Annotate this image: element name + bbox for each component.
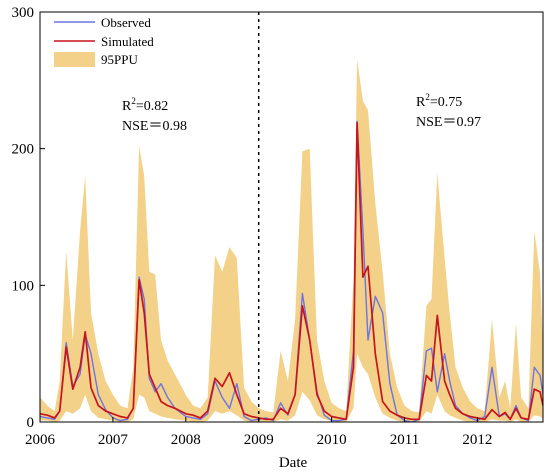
y-axis: 0 100 200 300 xyxy=(12,5,45,431)
y-tick-label: 100 xyxy=(12,278,35,294)
r2-annotation-2: R2=0.75 xyxy=(416,92,462,110)
series-simulated-line xyxy=(40,121,543,421)
x-axis-title: Date xyxy=(279,455,308,471)
legend-observed-label: Observed xyxy=(101,15,151,30)
x-tick-label: 2011 xyxy=(390,432,419,448)
y-tick-label: 0 xyxy=(27,415,35,431)
x-tick-label: 2008 xyxy=(171,432,201,448)
y-tick-label: 200 xyxy=(12,142,35,158)
x-tick-label: 2010 xyxy=(317,432,347,448)
legend-simulated-label: Simulated xyxy=(101,34,154,49)
annotation-period-1: R2=0.82 NSE＝0.98 xyxy=(122,96,187,134)
line-layer xyxy=(40,120,543,422)
x-tick-label: 2012 xyxy=(462,432,492,448)
legend-95ppu-label: 95PPU xyxy=(101,52,138,67)
nse-annotation-2: NSE＝0.97 xyxy=(416,115,481,130)
x-tick-label: 2007 xyxy=(98,432,129,448)
legend-95ppu-swatch xyxy=(54,52,95,67)
x-tick-label: 2009 xyxy=(244,432,274,448)
legend: Observed Simulated 95PPU xyxy=(54,15,154,67)
x-axis: 2006 2007 2008 2009 2010 2011 2012 xyxy=(25,417,492,448)
plot-frame xyxy=(39,11,544,423)
r2-annotation-1: R2=0.82 xyxy=(122,96,168,114)
x-tick-label: 2006 xyxy=(25,432,56,448)
y-tick-label: 300 xyxy=(12,5,35,21)
annotation-period-2: R2=0.75 NSE＝0.97 xyxy=(416,92,481,130)
nse-annotation-1: NSE＝0.98 xyxy=(122,119,187,134)
